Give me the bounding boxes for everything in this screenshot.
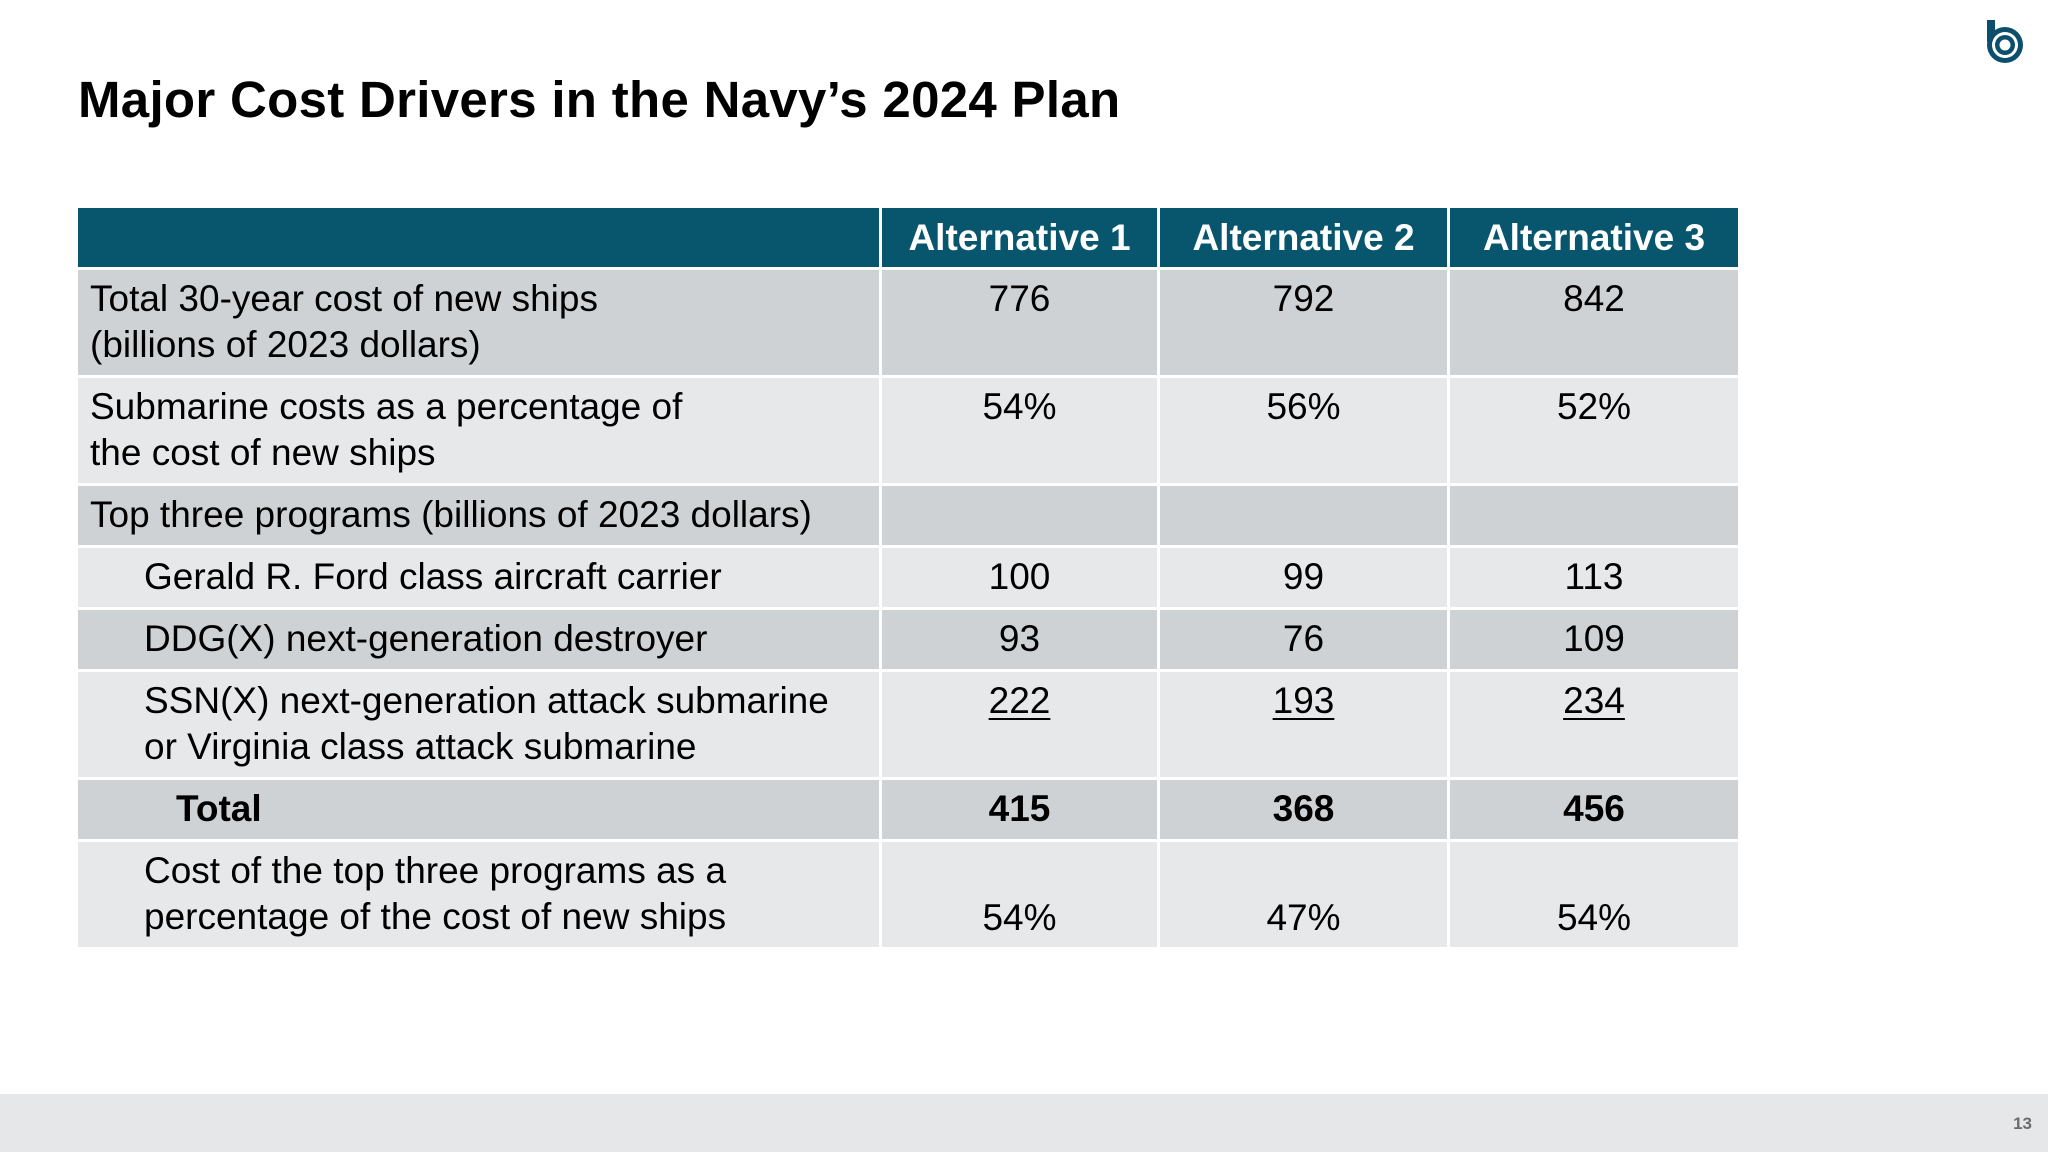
row-label-line: the cost of new ships xyxy=(90,432,436,473)
table-cell: 54% xyxy=(879,375,1160,486)
table-row: DDG(X) next-generation destroyer 93 76 1… xyxy=(75,607,1741,672)
row-label: Submarine costs as a percentage of the co… xyxy=(75,375,882,486)
table-row: Gerald R. Ford class aircraft carrier 10… xyxy=(75,545,1741,610)
row-label-line: or Virginia class attack submarine xyxy=(144,726,697,767)
table-row: Top three programs (billions of 2023 dol… xyxy=(75,483,1741,548)
table-cell: 54% xyxy=(1447,839,1741,950)
table-row: Submarine costs as a percentage of the co… xyxy=(75,375,1741,486)
header-alternative-3: Alternative 3 xyxy=(1447,205,1741,270)
underlined-value: 222 xyxy=(988,680,1051,721)
footer-bar: 13 xyxy=(0,1094,2048,1152)
table-cell: 234 xyxy=(1447,669,1741,780)
table-cell: 47% xyxy=(1157,839,1450,950)
row-label: SSN(X) next-generation attack submarine o… xyxy=(75,669,882,780)
table-cell xyxy=(879,483,1160,548)
table-cell: 193 xyxy=(1157,669,1450,780)
underlined-value: 193 xyxy=(1272,680,1335,721)
table-cell xyxy=(1447,483,1741,548)
header-alternative-2: Alternative 2 xyxy=(1157,205,1450,270)
row-label: Gerald R. Ford class aircraft carrier xyxy=(75,545,882,610)
table-cell: 54% xyxy=(879,839,1160,950)
table-row: SSN(X) next-generation attack submarine o… xyxy=(75,669,1741,780)
row-label-line: (billions of 2023 dollars) xyxy=(90,324,481,365)
table-cell: 99 xyxy=(1157,545,1450,610)
cost-drivers-table: Alternative 1 Alternative 2 Alternative … xyxy=(75,205,1741,950)
page-title: Major Cost Drivers in the Navy’s 2024 Pl… xyxy=(78,71,1121,128)
table-cell: 368 xyxy=(1157,777,1450,842)
table-cell: 76 xyxy=(1157,607,1450,672)
underlined-value: 234 xyxy=(1563,680,1625,721)
table-row: Cost of the top three programs as a perce… xyxy=(75,839,1741,950)
table-cell: 56% xyxy=(1157,375,1450,486)
table-cell: 792 xyxy=(1157,267,1450,378)
page-number: 13 xyxy=(2013,1114,2032,1133)
row-label: DDG(X) next-generation destroyer xyxy=(75,607,882,672)
cbo-logo-icon xyxy=(1987,20,2023,63)
table-cell: 113 xyxy=(1447,545,1741,610)
table-cell: 776 xyxy=(879,267,1160,378)
row-label-line: Submarine costs as a percentage of xyxy=(90,386,683,427)
table-cell: 222 xyxy=(879,669,1160,780)
table-cell: 100 xyxy=(879,545,1160,610)
row-label-line: Cost of the top three programs as a xyxy=(144,850,727,891)
row-label-line: Total 30-year cost of new ships xyxy=(90,278,598,319)
table-cell: 842 xyxy=(1447,267,1741,378)
table-cell: 415 xyxy=(879,777,1160,842)
table-cell: 93 xyxy=(879,607,1160,672)
table-cell: 52% xyxy=(1447,375,1741,486)
table-row-total: Total 415 368 456 xyxy=(75,777,1741,842)
row-label: Total xyxy=(75,777,882,842)
row-label-line: SSN(X) next-generation attack submarine xyxy=(144,680,829,721)
table-cell: 109 xyxy=(1447,607,1741,672)
table-cell xyxy=(1157,483,1450,548)
header-alternative-1: Alternative 1 xyxy=(879,205,1160,270)
table-header-row: Alternative 1 Alternative 2 Alternative … xyxy=(75,205,1741,270)
row-label: Cost of the top three programs as a perce… xyxy=(75,839,882,950)
table-cell: 456 xyxy=(1447,777,1741,842)
row-label: Top three programs (billions of 2023 dol… xyxy=(75,483,882,548)
row-label: Total 30-year cost of new ships (billions… xyxy=(75,267,882,378)
row-label-line: percentage of the cost of new ships xyxy=(144,896,727,937)
table-row: Total 30-year cost of new ships (billions… xyxy=(75,267,1741,378)
header-cell-empty xyxy=(75,205,882,270)
